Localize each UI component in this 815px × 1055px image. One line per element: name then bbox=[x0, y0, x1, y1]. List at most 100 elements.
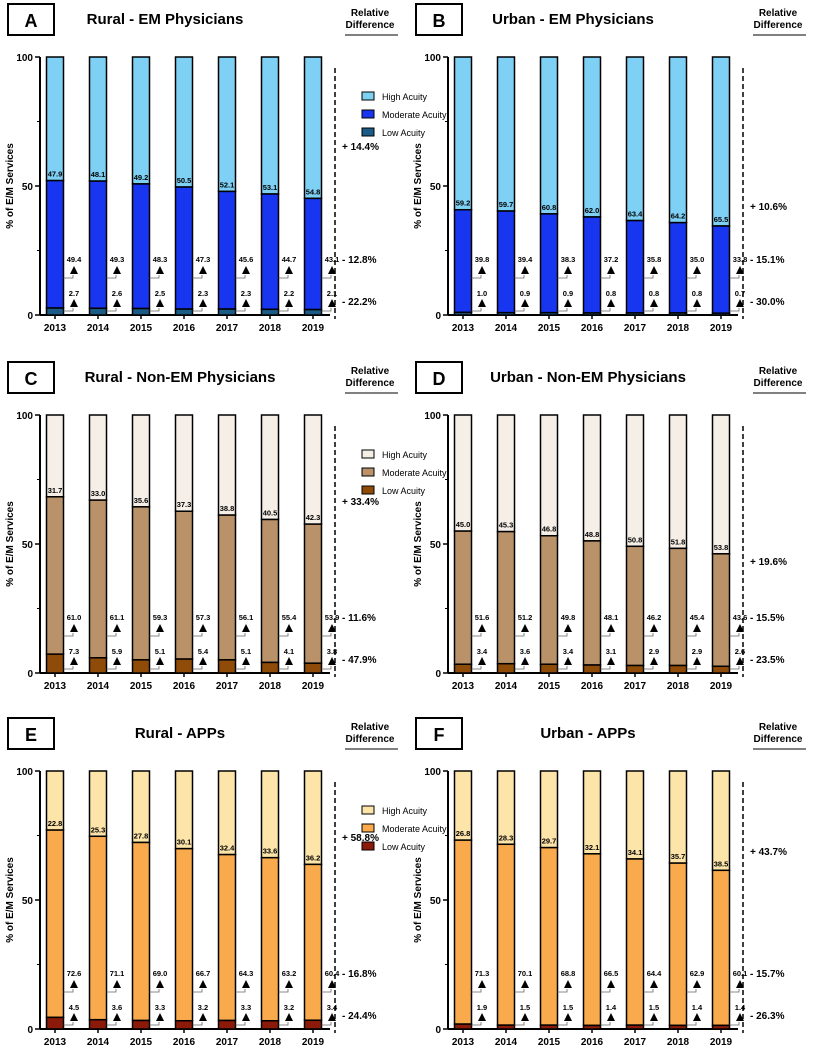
callout-line bbox=[643, 275, 654, 279]
x-tick-label: 2017 bbox=[216, 323, 239, 334]
x-tick-label: 2018 bbox=[259, 681, 282, 692]
callout-line bbox=[514, 1022, 525, 1026]
moderate-acuity-data-label: 70.1 bbox=[518, 969, 533, 978]
arrow-icon bbox=[70, 657, 78, 665]
moderate-acuity-data-label: 66.7 bbox=[196, 969, 211, 978]
callout-line bbox=[643, 1022, 654, 1026]
high-acuity-data-label: 53.8 bbox=[714, 543, 729, 552]
relative-difference-value: - 11.6% bbox=[342, 613, 376, 624]
arrow-icon bbox=[478, 266, 486, 274]
low-acuity-data-label: 0.8 bbox=[692, 289, 702, 298]
bar-moderate-acuity bbox=[668, 221, 688, 314]
y-tick-label: 100 bbox=[424, 411, 441, 422]
bar-high-acuity bbox=[260, 56, 280, 195]
y-tick-label: 0 bbox=[435, 669, 441, 680]
bar-low-acuity bbox=[453, 1023, 473, 1030]
high-acuity-data-label: 52.1 bbox=[220, 180, 235, 189]
x-tick-label: 2014 bbox=[87, 323, 110, 334]
bar-moderate-acuity bbox=[582, 216, 602, 314]
callout-line bbox=[643, 989, 654, 993]
bar-moderate-acuity bbox=[668, 862, 688, 1027]
callout-line bbox=[106, 1022, 117, 1026]
bar-moderate-acuity bbox=[582, 853, 602, 1027]
moderate-acuity-data-label: 71.1 bbox=[110, 969, 125, 978]
high-acuity-data-label: 51.8 bbox=[671, 537, 686, 546]
arrow-icon bbox=[693, 657, 701, 665]
relative-difference-header: Relative bbox=[351, 722, 390, 733]
arrow-icon bbox=[478, 299, 486, 307]
legend-label: High Acuity bbox=[382, 806, 428, 816]
bar-moderate-acuity bbox=[45, 179, 65, 309]
bar-low-acuity bbox=[174, 658, 194, 674]
bar-high-acuity bbox=[174, 56, 194, 188]
callout-line bbox=[600, 275, 611, 279]
relative-difference-value: - 22.2% bbox=[342, 297, 377, 308]
moderate-acuity-data-label: 44.7 bbox=[282, 255, 297, 264]
x-tick-label: 2019 bbox=[302, 681, 325, 692]
low-acuity-data-label: 1.0 bbox=[477, 289, 487, 298]
bar-low-acuity bbox=[88, 307, 108, 316]
callout-line bbox=[278, 275, 289, 279]
high-acuity-data-label: 49.2 bbox=[134, 173, 149, 182]
moderate-acuity-data-label: 66.5 bbox=[604, 969, 619, 978]
panel-b: B Urban - EM Physicians RelativeDifference… bbox=[413, 3, 806, 334]
panel-label: B bbox=[433, 11, 446, 31]
arrow-icon bbox=[564, 980, 572, 988]
legend-label: Moderate Acuity bbox=[382, 824, 447, 834]
low-acuity-data-label: 5.4 bbox=[198, 647, 209, 656]
callout-line bbox=[63, 989, 74, 993]
bar-low-acuity bbox=[668, 1024, 688, 1030]
arrow-icon bbox=[607, 624, 615, 632]
bar-low-acuity bbox=[45, 1016, 65, 1030]
x-tick-label: 2014 bbox=[87, 1037, 110, 1048]
bar-moderate-acuity bbox=[453, 530, 473, 665]
arrow-icon bbox=[199, 299, 207, 307]
x-tick-label: 2019 bbox=[710, 681, 733, 692]
callout-line bbox=[235, 1022, 246, 1026]
y-axis-label: % of E/M Services bbox=[5, 143, 16, 229]
relative-difference-value: + 14.4% bbox=[342, 142, 379, 153]
relative-difference-value: - 30.0% bbox=[750, 297, 785, 308]
bar-low-acuity bbox=[88, 657, 108, 674]
callout-line bbox=[63, 666, 74, 670]
high-acuity-data-label: 31.7 bbox=[48, 486, 63, 495]
arrow-icon bbox=[607, 266, 615, 274]
bar-high-acuity bbox=[453, 56, 473, 211]
bar-moderate-acuity bbox=[625, 858, 645, 1026]
panel-label-box bbox=[7, 717, 55, 750]
relative-difference-value: - 26.3% bbox=[750, 1011, 785, 1022]
callout-line bbox=[686, 1022, 697, 1026]
bar-moderate-acuity bbox=[174, 186, 194, 310]
bar-moderate-acuity bbox=[711, 225, 731, 314]
panel-label: D bbox=[433, 369, 446, 389]
moderate-acuity-data-label: 46.2 bbox=[647, 613, 662, 622]
callout-line bbox=[106, 275, 117, 279]
callout-line bbox=[149, 989, 160, 993]
relative-difference-value: - 16.8% bbox=[342, 969, 377, 980]
callout-line bbox=[192, 275, 203, 279]
y-tick-label: 50 bbox=[430, 896, 442, 907]
bar-high-acuity bbox=[131, 414, 151, 508]
bar-low-acuity bbox=[131, 659, 151, 674]
high-acuity-data-label: 30.1 bbox=[177, 838, 192, 847]
arrow-icon bbox=[242, 657, 250, 665]
y-tick-label: 0 bbox=[27, 311, 33, 322]
moderate-acuity-data-label: 35.8 bbox=[647, 255, 662, 264]
bar-low-acuity bbox=[711, 665, 731, 674]
moderate-acuity-data-label: 49.4 bbox=[67, 255, 82, 264]
x-tick-label: 2013 bbox=[452, 323, 475, 334]
bar-low-acuity bbox=[539, 663, 559, 674]
moderate-acuity-data-label: 48.3 bbox=[153, 255, 168, 264]
bar-high-acuity bbox=[668, 770, 688, 864]
arrow-icon bbox=[70, 299, 78, 307]
callout-line bbox=[729, 1022, 740, 1026]
high-acuity-data-label: 50.5 bbox=[177, 176, 192, 185]
bar-moderate-acuity bbox=[582, 540, 602, 666]
bar-low-acuity bbox=[711, 1024, 731, 1030]
high-acuity-data-label: 40.5 bbox=[263, 508, 278, 517]
low-acuity-data-label: 1.4 bbox=[735, 1003, 746, 1012]
bar-low-acuity bbox=[625, 664, 645, 674]
low-acuity-data-label: 0.7 bbox=[735, 289, 745, 298]
bar-low-acuity bbox=[260, 661, 280, 674]
legend-label: High Acuity bbox=[382, 92, 428, 102]
